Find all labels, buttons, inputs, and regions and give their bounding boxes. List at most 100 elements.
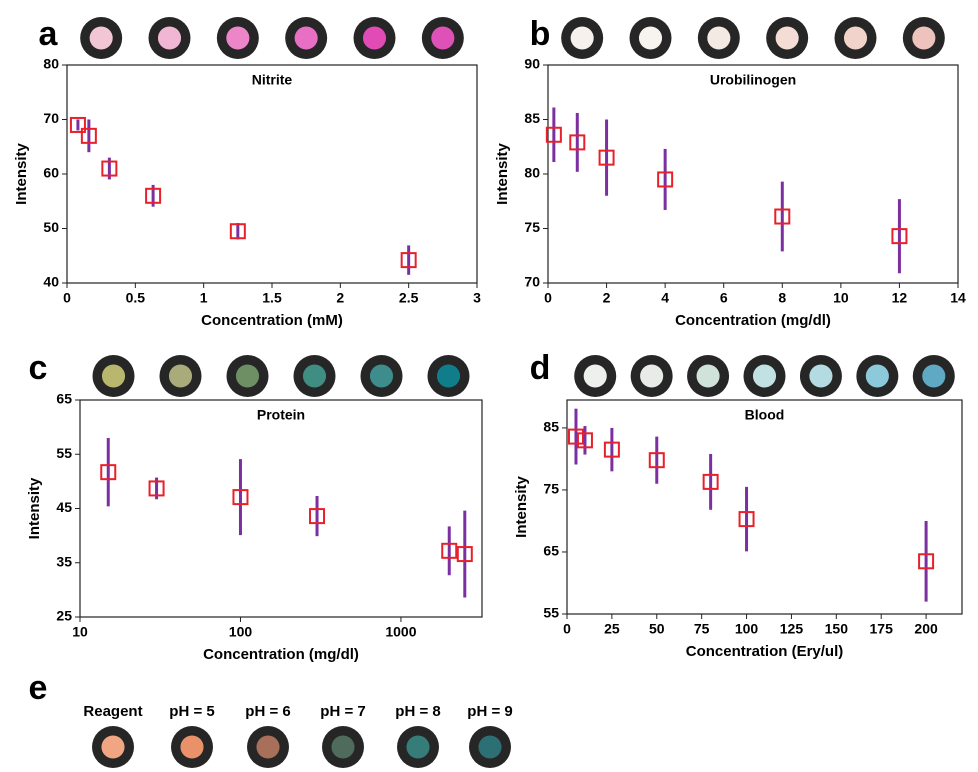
x-axis-label: Concentration (mg/dl)	[675, 312, 831, 329]
plot-frame	[80, 400, 482, 617]
swatch	[912, 26, 935, 49]
swatch	[753, 364, 776, 387]
x-tick-label: 100	[735, 621, 759, 637]
y-tick-label: 50	[43, 219, 59, 235]
panel-label: c	[29, 349, 48, 387]
plot-frame	[567, 400, 962, 614]
swatch	[776, 26, 799, 49]
x-tick-label: 4	[661, 290, 669, 306]
y-tick-label: 70	[43, 110, 59, 126]
chart-title: Nitrite	[252, 72, 293, 88]
swatch	[158, 26, 181, 49]
swatch	[478, 735, 501, 758]
swatch	[639, 26, 662, 49]
y-tick-label: 75	[524, 219, 540, 235]
x-tick-label: 10	[72, 624, 88, 640]
ph-label: pH = 8	[395, 703, 440, 720]
x-tick-label: 10	[833, 290, 849, 306]
ph-label: pH = 7	[320, 703, 365, 720]
swatch	[256, 735, 279, 758]
y-axis-label: Intensity	[513, 476, 530, 538]
swatch	[370, 364, 393, 387]
y-tick-label: 55	[56, 445, 72, 461]
swatch	[236, 364, 259, 387]
ph-label: pH = 6	[245, 703, 290, 720]
x-tick-label: 175	[870, 621, 894, 637]
swatch	[844, 26, 867, 49]
chart-title: Protein	[257, 407, 305, 423]
figure: aNitriteConcentration (mM)Intensity00.51…	[0, 0, 978, 772]
swatch	[437, 364, 460, 387]
swatch	[707, 26, 730, 49]
x-tick-label: 25	[604, 621, 620, 637]
y-tick-label: 70	[524, 274, 540, 290]
ph-label: pH = 5	[169, 703, 214, 720]
x-tick-label: 100	[229, 624, 253, 640]
y-tick-label: 40	[43, 274, 59, 290]
chart-title: Blood	[745, 407, 785, 423]
swatch	[101, 735, 124, 758]
plot-frame	[67, 65, 477, 283]
swatch	[640, 364, 663, 387]
swatch	[431, 26, 454, 49]
x-tick-label: 12	[892, 290, 908, 306]
x-axis-label: Concentration (mg/dl)	[203, 646, 359, 663]
y-axis-label: Intensity	[26, 477, 43, 539]
swatch	[226, 26, 249, 49]
swatch	[571, 26, 594, 49]
swatch	[331, 735, 354, 758]
panel-label: a	[39, 15, 59, 53]
x-tick-label: 75	[694, 621, 710, 637]
x-tick-label: 0	[63, 290, 71, 306]
x-tick-label: 3	[473, 290, 481, 306]
y-tick-label: 55	[543, 605, 559, 621]
swatch	[406, 735, 429, 758]
x-tick-label: 0	[544, 290, 552, 306]
y-tick-label: 65	[543, 543, 559, 559]
y-tick-label: 35	[56, 553, 72, 569]
x-tick-label: 125	[780, 621, 804, 637]
y-tick-label: 25	[56, 608, 72, 624]
swatch	[697, 364, 720, 387]
x-tick-label: 2	[603, 290, 611, 306]
x-tick-label: 2.5	[399, 290, 419, 306]
x-tick-label: 1000	[385, 624, 416, 640]
y-tick-label: 80	[43, 56, 59, 72]
y-tick-label: 65	[56, 391, 72, 407]
y-tick-label: 60	[43, 165, 59, 181]
panel-label: b	[530, 15, 551, 53]
y-tick-label: 85	[524, 110, 540, 126]
y-axis-label: Intensity	[494, 143, 511, 205]
swatch	[584, 364, 607, 387]
x-tick-label: 1	[200, 290, 208, 306]
panel-label: e	[29, 669, 48, 707]
swatch	[866, 364, 889, 387]
ph-label: pH = 9	[467, 703, 512, 720]
y-tick-label: 80	[524, 165, 540, 181]
swatch	[303, 364, 326, 387]
x-tick-label: 150	[825, 621, 849, 637]
x-tick-label: 50	[649, 621, 665, 637]
plot-frame	[548, 65, 958, 283]
swatch	[180, 735, 203, 758]
swatch	[169, 364, 192, 387]
ph-label: Reagent	[83, 703, 142, 720]
swatch	[295, 26, 318, 49]
y-tick-label: 85	[543, 419, 559, 435]
y-tick-label: 45	[56, 499, 72, 515]
swatch	[102, 364, 125, 387]
swatch	[809, 364, 832, 387]
chart-title: Urobilinogen	[710, 72, 796, 88]
x-tick-label: 0.5	[126, 290, 146, 306]
x-tick-label: 6	[720, 290, 728, 306]
x-tick-label: 2	[336, 290, 344, 306]
x-tick-label: 1.5	[262, 290, 282, 306]
x-tick-label: 200	[914, 621, 938, 637]
y-tick-label: 75	[543, 481, 559, 497]
x-axis-label: Concentration (Ery/ul)	[686, 643, 844, 660]
y-axis-label: Intensity	[13, 143, 30, 205]
x-tick-label: 14	[950, 290, 966, 306]
swatch	[922, 364, 945, 387]
swatch	[363, 26, 386, 49]
swatch	[90, 26, 113, 49]
